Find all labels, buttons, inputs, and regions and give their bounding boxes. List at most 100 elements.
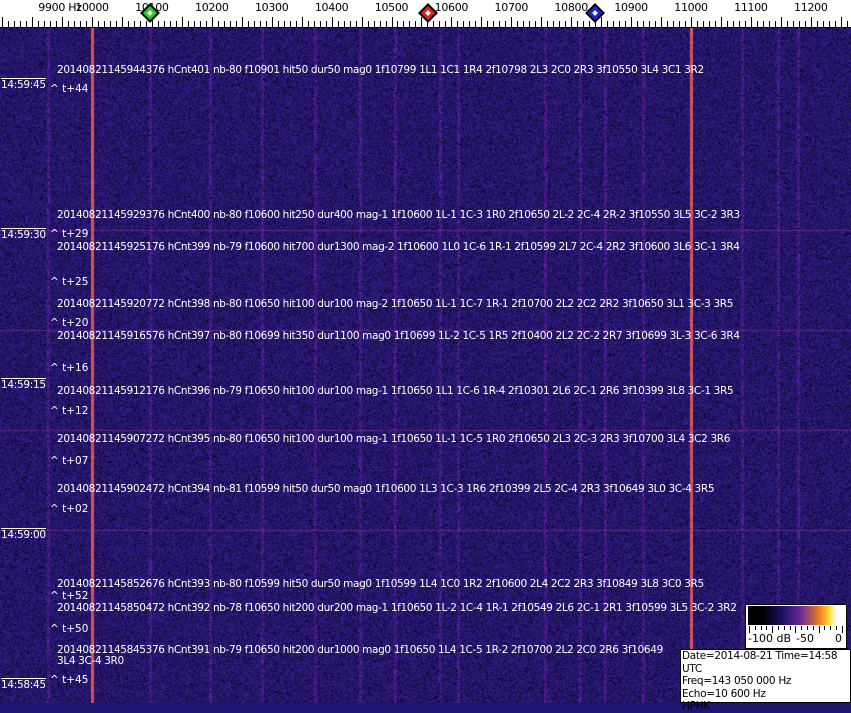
axis-tick bbox=[685, 21, 686, 27]
detection-line: 20140821145852676 hCnt393 nb-80 f10599 h… bbox=[57, 578, 704, 590]
axis-tick bbox=[338, 21, 339, 27]
axis-tick bbox=[517, 21, 518, 27]
axis-tick bbox=[823, 21, 824, 27]
time-label: 14:59:30 bbox=[1, 228, 46, 241]
axis-tick bbox=[649, 21, 650, 27]
info-station: HPHK bbox=[682, 700, 710, 712]
axis-tick bbox=[829, 21, 830, 27]
info-echo: Echo=10 600 Hz bbox=[682, 687, 766, 700]
axis-tick bbox=[847, 21, 848, 27]
detection-line: 20140821145925176 hCnt399 nb-79 f10600 h… bbox=[57, 241, 740, 253]
axis-tick bbox=[332, 17, 333, 27]
detection-line: 20140821145929376 hCnt400 nb-80 f10600 h… bbox=[57, 209, 740, 221]
colorbar-label-max: 0 bbox=[835, 632, 842, 645]
axis-tick bbox=[763, 21, 764, 27]
axis-tick-label: 10000 bbox=[75, 1, 109, 14]
axis-tick bbox=[146, 21, 147, 27]
detection-line: 20140821145912176 hCnt396 nb-79 f10650 h… bbox=[57, 385, 734, 397]
offset-label: ^ t+25 bbox=[50, 276, 89, 288]
axis-tick bbox=[769, 21, 770, 27]
colorbar-tick bbox=[783, 626, 785, 630]
colorbar-tick bbox=[795, 626, 797, 633]
axis-tick bbox=[134, 21, 135, 27]
axis-tick bbox=[236, 21, 237, 27]
axis-tick bbox=[487, 21, 488, 27]
axis-tick bbox=[589, 21, 590, 27]
time-label: 14:58:45 bbox=[1, 678, 46, 691]
axis-tick bbox=[392, 17, 393, 27]
axis-tick bbox=[709, 21, 710, 27]
axis-tick bbox=[559, 21, 560, 27]
axis-tick bbox=[745, 21, 746, 27]
axis-tick bbox=[817, 21, 818, 27]
detection-line: 20140821145944376 hCnt401 nb-80 f10901 h… bbox=[57, 64, 704, 76]
axis-tick bbox=[553, 21, 554, 27]
frequency-axis[interactable]: 9900 Hz 10000101001020010300104001050010… bbox=[0, 0, 851, 28]
axis-tick bbox=[583, 21, 584, 27]
axis-tick-label: 11100 bbox=[734, 1, 768, 14]
axis-tick bbox=[170, 21, 171, 27]
colorbar-label-min: -100 dB bbox=[748, 632, 791, 645]
axis-tick bbox=[200, 21, 201, 27]
time-label: 14:59:15 bbox=[1, 378, 46, 391]
axis-tick bbox=[787, 21, 788, 27]
axis-tick bbox=[44, 21, 45, 27]
axis-tick bbox=[469, 21, 470, 27]
axis-tick bbox=[122, 17, 123, 27]
axis-tick bbox=[26, 21, 27, 27]
axis-tick bbox=[835, 21, 836, 27]
axis-tick-label: 10900 bbox=[614, 1, 648, 14]
axis-tick bbox=[302, 17, 303, 27]
axis-tick bbox=[308, 21, 309, 27]
colorbar-tick bbox=[754, 626, 756, 630]
offset-label: ^ t+52 bbox=[50, 590, 89, 602]
info-date-time: Date=2014-08-21 Time=14:58 UTC bbox=[682, 650, 838, 675]
axis-tick bbox=[56, 21, 57, 27]
axis-tick bbox=[601, 17, 602, 27]
colorbar-tick bbox=[760, 626, 762, 630]
axis-tick bbox=[50, 21, 51, 27]
axis-tick-label: 10800 bbox=[554, 1, 588, 14]
axis-tick bbox=[481, 17, 482, 27]
axis-tick bbox=[673, 21, 674, 27]
colorbar-tick bbox=[807, 626, 808, 630]
axis-tick bbox=[296, 21, 297, 27]
color-gradient bbox=[748, 606, 844, 625]
axis-tick bbox=[230, 21, 231, 27]
axis-tick bbox=[403, 21, 404, 27]
axis-tick bbox=[20, 21, 21, 27]
axis-tick bbox=[475, 21, 476, 27]
axis-tick-label: 10200 bbox=[195, 1, 229, 14]
axis-tick bbox=[715, 21, 716, 27]
axis-tick bbox=[541, 17, 542, 27]
axis-tick bbox=[505, 21, 506, 27]
axis-tick bbox=[140, 21, 141, 27]
axis-tick bbox=[577, 21, 578, 27]
axis-tick bbox=[463, 21, 464, 27]
axis-tick bbox=[697, 21, 698, 27]
axis-tick bbox=[212, 17, 213, 27]
colorbar-tick bbox=[772, 626, 774, 633]
axis-tick bbox=[433, 21, 434, 27]
axis-tick bbox=[565, 21, 566, 27]
color-scale: -100 dB -50 0 bbox=[745, 604, 847, 649]
axis-tick bbox=[356, 21, 357, 27]
axis-tick bbox=[631, 17, 632, 27]
offset-label: ^ t+07 bbox=[50, 455, 89, 467]
axis-tick bbox=[703, 21, 704, 27]
axis-tick bbox=[805, 21, 806, 27]
detection-line: 20140821145920772 hCnt398 nb-80 f10650 h… bbox=[57, 298, 734, 310]
colorbar-tick bbox=[841, 626, 843, 633]
axis-tick bbox=[595, 21, 596, 27]
axis-tick bbox=[368, 21, 369, 27]
axis-tick bbox=[350, 21, 351, 27]
axis-tick bbox=[757, 21, 758, 27]
colorbar-tick bbox=[749, 626, 750, 633]
axis-tick bbox=[158, 21, 159, 27]
axis-tick bbox=[499, 21, 500, 27]
offset-label: ^ t+29 bbox=[50, 228, 89, 240]
axis-tick bbox=[811, 17, 812, 27]
offset-label: ^ t+16 bbox=[50, 362, 89, 374]
axis-tick bbox=[254, 21, 255, 27]
axis-tick bbox=[799, 21, 800, 27]
